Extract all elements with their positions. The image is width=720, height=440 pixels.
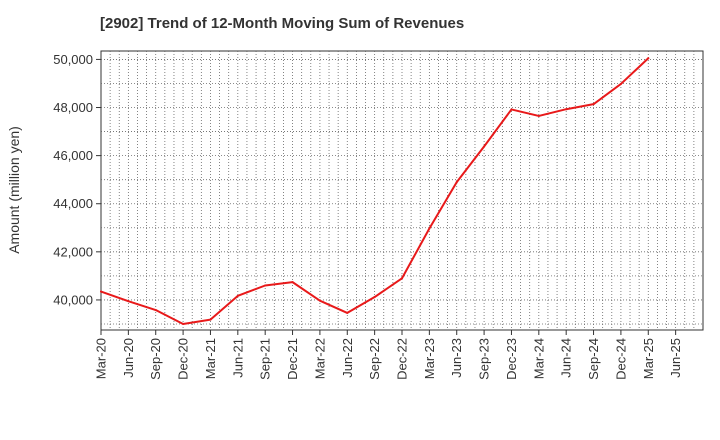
y-tick-label: 40,000 [53,292,93,307]
x-tick-label: Sep-21 [258,338,273,380]
data-point [565,108,568,111]
x-tick-label: Jun-21 [230,338,245,378]
x-tick-label: Mar-22 [312,338,327,379]
y-tick-label: 44,000 [53,196,93,211]
data-point [619,82,622,85]
y-tick-label: 50,000 [53,52,93,67]
x-tick-label: Dec-23 [504,338,519,380]
series-layer [100,57,650,325]
y-gridlines [101,59,703,325]
x-tick-label: Dec-21 [285,338,300,380]
x-tick-label: Sep-20 [148,338,163,380]
y-axis-title: Amount (million yen) [6,126,22,254]
x-tick-label: Jun-25 [668,338,683,378]
data-point [264,284,267,287]
x-tick-label: Mar-25 [641,338,656,379]
data-point [455,181,458,184]
x-tick-label: Jun-24 [559,338,574,378]
x-tick-label: Sep-22 [367,338,382,380]
y-axis: 40,000 42,000 44,000 46,000 48,000 50,000 [53,52,101,307]
data-point [100,290,102,293]
data-point [401,277,403,280]
data-point [209,318,212,321]
x-tick-label: Mar-24 [531,338,546,379]
data-point [127,300,130,303]
data-point [373,296,376,299]
y-tick-label: 42,000 [53,244,93,259]
data-point [236,294,239,297]
x-tick-label: Dec-24 [613,338,628,380]
data-point [154,309,157,312]
x-tick-label: Mar-20 [94,338,109,379]
data-point [592,103,595,106]
x-tick-label: Sep-24 [586,338,601,380]
x-tick-label: Dec-22 [395,338,410,380]
data-point [428,227,431,230]
data-point [647,57,650,60]
data-point [182,322,185,325]
x-tick-label: Mar-21 [203,338,218,379]
chart-title: [2902] Trend of 12-Month Moving Sum of R… [100,15,465,32]
data-point [483,145,486,148]
y-tick-label: 46,000 [53,148,93,163]
x-tick-label: Mar-23 [422,338,437,379]
x-tick-label: Jun-23 [449,338,464,378]
data-point [346,311,349,314]
data-point [510,108,513,111]
y-tick-label: 48,000 [53,100,93,115]
x-tick-label: Sep-23 [477,338,492,380]
data-point [537,114,540,117]
x-axis: Mar-20 Jun-20 Sep-20 Dec-20 Mar-21 Jun-21 Sep-… [94,330,683,380]
x-tick-label: Dec-20 [176,338,191,380]
data-point [318,299,321,302]
x-tick-label: Jun-22 [340,338,355,378]
x-tick-label: Jun-20 [121,338,136,378]
data-point [291,281,294,284]
